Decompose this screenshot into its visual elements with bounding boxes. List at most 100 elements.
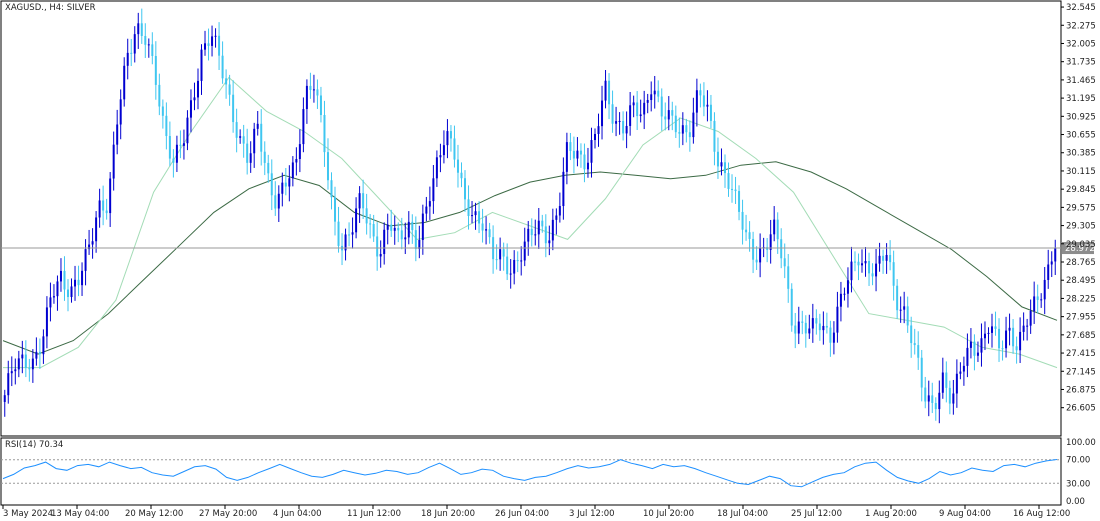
candle-body xyxy=(175,144,178,163)
candle-body xyxy=(161,106,164,116)
candle-body xyxy=(52,296,55,298)
candle-body xyxy=(239,136,242,138)
time-tick-label: 18 Jul 04:00 xyxy=(717,509,768,519)
candle-body xyxy=(966,347,969,366)
candle-body xyxy=(495,259,498,261)
time-tick-label: 27 May 20:00 xyxy=(199,509,257,519)
candle-body xyxy=(1040,299,1043,301)
candle-body xyxy=(558,206,561,216)
candle-body xyxy=(994,326,997,329)
candle-body xyxy=(316,89,319,96)
candle-body xyxy=(3,395,6,402)
candle-body xyxy=(692,112,695,138)
candle-body xyxy=(783,258,786,267)
candle-body xyxy=(45,307,48,337)
candle-body xyxy=(133,34,136,54)
price-tick-label: 26.875 xyxy=(1066,385,1096,395)
current-price-marker: 28.972 xyxy=(1,242,1095,255)
time-tick-label: 4 Jun 04:00 xyxy=(273,509,322,519)
candle-body xyxy=(418,240,421,249)
time-tick-label: 10 Jul 20:00 xyxy=(643,509,694,519)
candle-body xyxy=(246,143,249,163)
candle-body xyxy=(312,89,315,91)
candle-body xyxy=(794,325,797,334)
candle-body xyxy=(969,341,972,348)
candle-body xyxy=(390,224,393,231)
candle-body xyxy=(709,104,712,121)
candle-body xyxy=(260,123,263,152)
price-axis[interactable]: 32.545 32.275 32.005 31.735 31.465 31.195 30.9… xyxy=(1061,3,1096,414)
candle-body xyxy=(274,195,277,209)
candle-body xyxy=(903,306,906,310)
candle-body xyxy=(348,234,351,236)
candle-body xyxy=(752,238,755,260)
candle-body xyxy=(10,371,13,374)
candle-body xyxy=(95,217,98,242)
candle-body xyxy=(56,281,59,297)
price-tick-label: 30.385 xyxy=(1066,149,1096,159)
candle-body xyxy=(453,138,456,160)
candle-body xyxy=(987,332,990,334)
candle-body xyxy=(439,155,442,158)
rsi-axis: 100.00 70.00 30.00 0.00 xyxy=(1066,438,1096,507)
candle-body xyxy=(868,261,871,274)
price-tick-label: 32.275 xyxy=(1066,21,1096,31)
price-tick-label: 30.655 xyxy=(1066,131,1096,141)
candle-body xyxy=(938,392,941,410)
candle-body xyxy=(17,358,20,370)
candle-body xyxy=(681,125,684,134)
candle-body xyxy=(165,115,168,137)
candle-body xyxy=(980,338,983,353)
rsi-tick-label: 100.00 xyxy=(1066,438,1096,448)
price-tick-label: 27.685 xyxy=(1066,331,1096,341)
candle-body xyxy=(326,152,329,181)
candle-body xyxy=(716,151,719,167)
candle-body xyxy=(892,262,895,286)
rsi-tick-label: 70.00 xyxy=(1066,456,1090,466)
candle-body xyxy=(24,354,27,368)
candle-body xyxy=(400,230,403,240)
candle-body xyxy=(625,125,628,134)
candle-body xyxy=(179,144,182,146)
candle-body xyxy=(351,232,354,235)
time-tick-label: 3 May 2024 xyxy=(3,509,53,519)
candle-body xyxy=(864,261,867,264)
candle-body xyxy=(527,228,530,242)
chart-title: XAGUSD., H4: SILVER xyxy=(5,3,96,13)
candle-body xyxy=(28,367,31,370)
candle-body xyxy=(63,270,66,290)
price-chart[interactable]: XAGUSD., H4: SILVER 28.972 xyxy=(0,0,1095,437)
candle-body xyxy=(548,240,551,244)
candle-body xyxy=(207,43,210,46)
candle-body xyxy=(720,162,723,167)
candle-body xyxy=(825,325,828,328)
candle-body xyxy=(77,279,80,286)
candle-body xyxy=(38,351,41,355)
moving-average-slow xyxy=(2,161,1058,355)
candle-body xyxy=(288,178,291,187)
candle-body xyxy=(253,128,256,154)
rsi-panel[interactable]: RSI(14) 70.34 xyxy=(0,437,1062,506)
candle-body xyxy=(397,227,400,231)
candle-body xyxy=(1015,346,1018,351)
candle-body xyxy=(1019,331,1022,351)
candle-body xyxy=(456,159,459,173)
candle-body xyxy=(597,126,600,134)
candle-body xyxy=(530,228,533,236)
candle-body xyxy=(376,236,379,257)
candle-body xyxy=(154,55,157,85)
candle-body xyxy=(81,270,84,286)
candle-body xyxy=(214,35,217,37)
candle-body xyxy=(822,325,825,331)
candle-body xyxy=(853,261,856,263)
candle-body xyxy=(629,105,632,126)
candle-body xyxy=(144,36,147,45)
candle-body xyxy=(386,224,389,230)
candle-body xyxy=(365,208,368,224)
candle-body xyxy=(435,157,438,179)
price-tick-label: 29.845 xyxy=(1066,185,1096,195)
candle-body xyxy=(1012,327,1015,347)
candle-body xyxy=(927,395,930,402)
candle-body xyxy=(544,226,547,244)
